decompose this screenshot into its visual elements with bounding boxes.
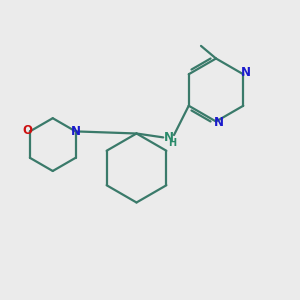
Text: N: N xyxy=(70,125,81,138)
Text: O: O xyxy=(22,124,32,137)
Text: N: N xyxy=(164,131,174,144)
Text: N: N xyxy=(214,116,224,129)
Text: H: H xyxy=(168,138,177,148)
Text: N: N xyxy=(241,66,251,79)
